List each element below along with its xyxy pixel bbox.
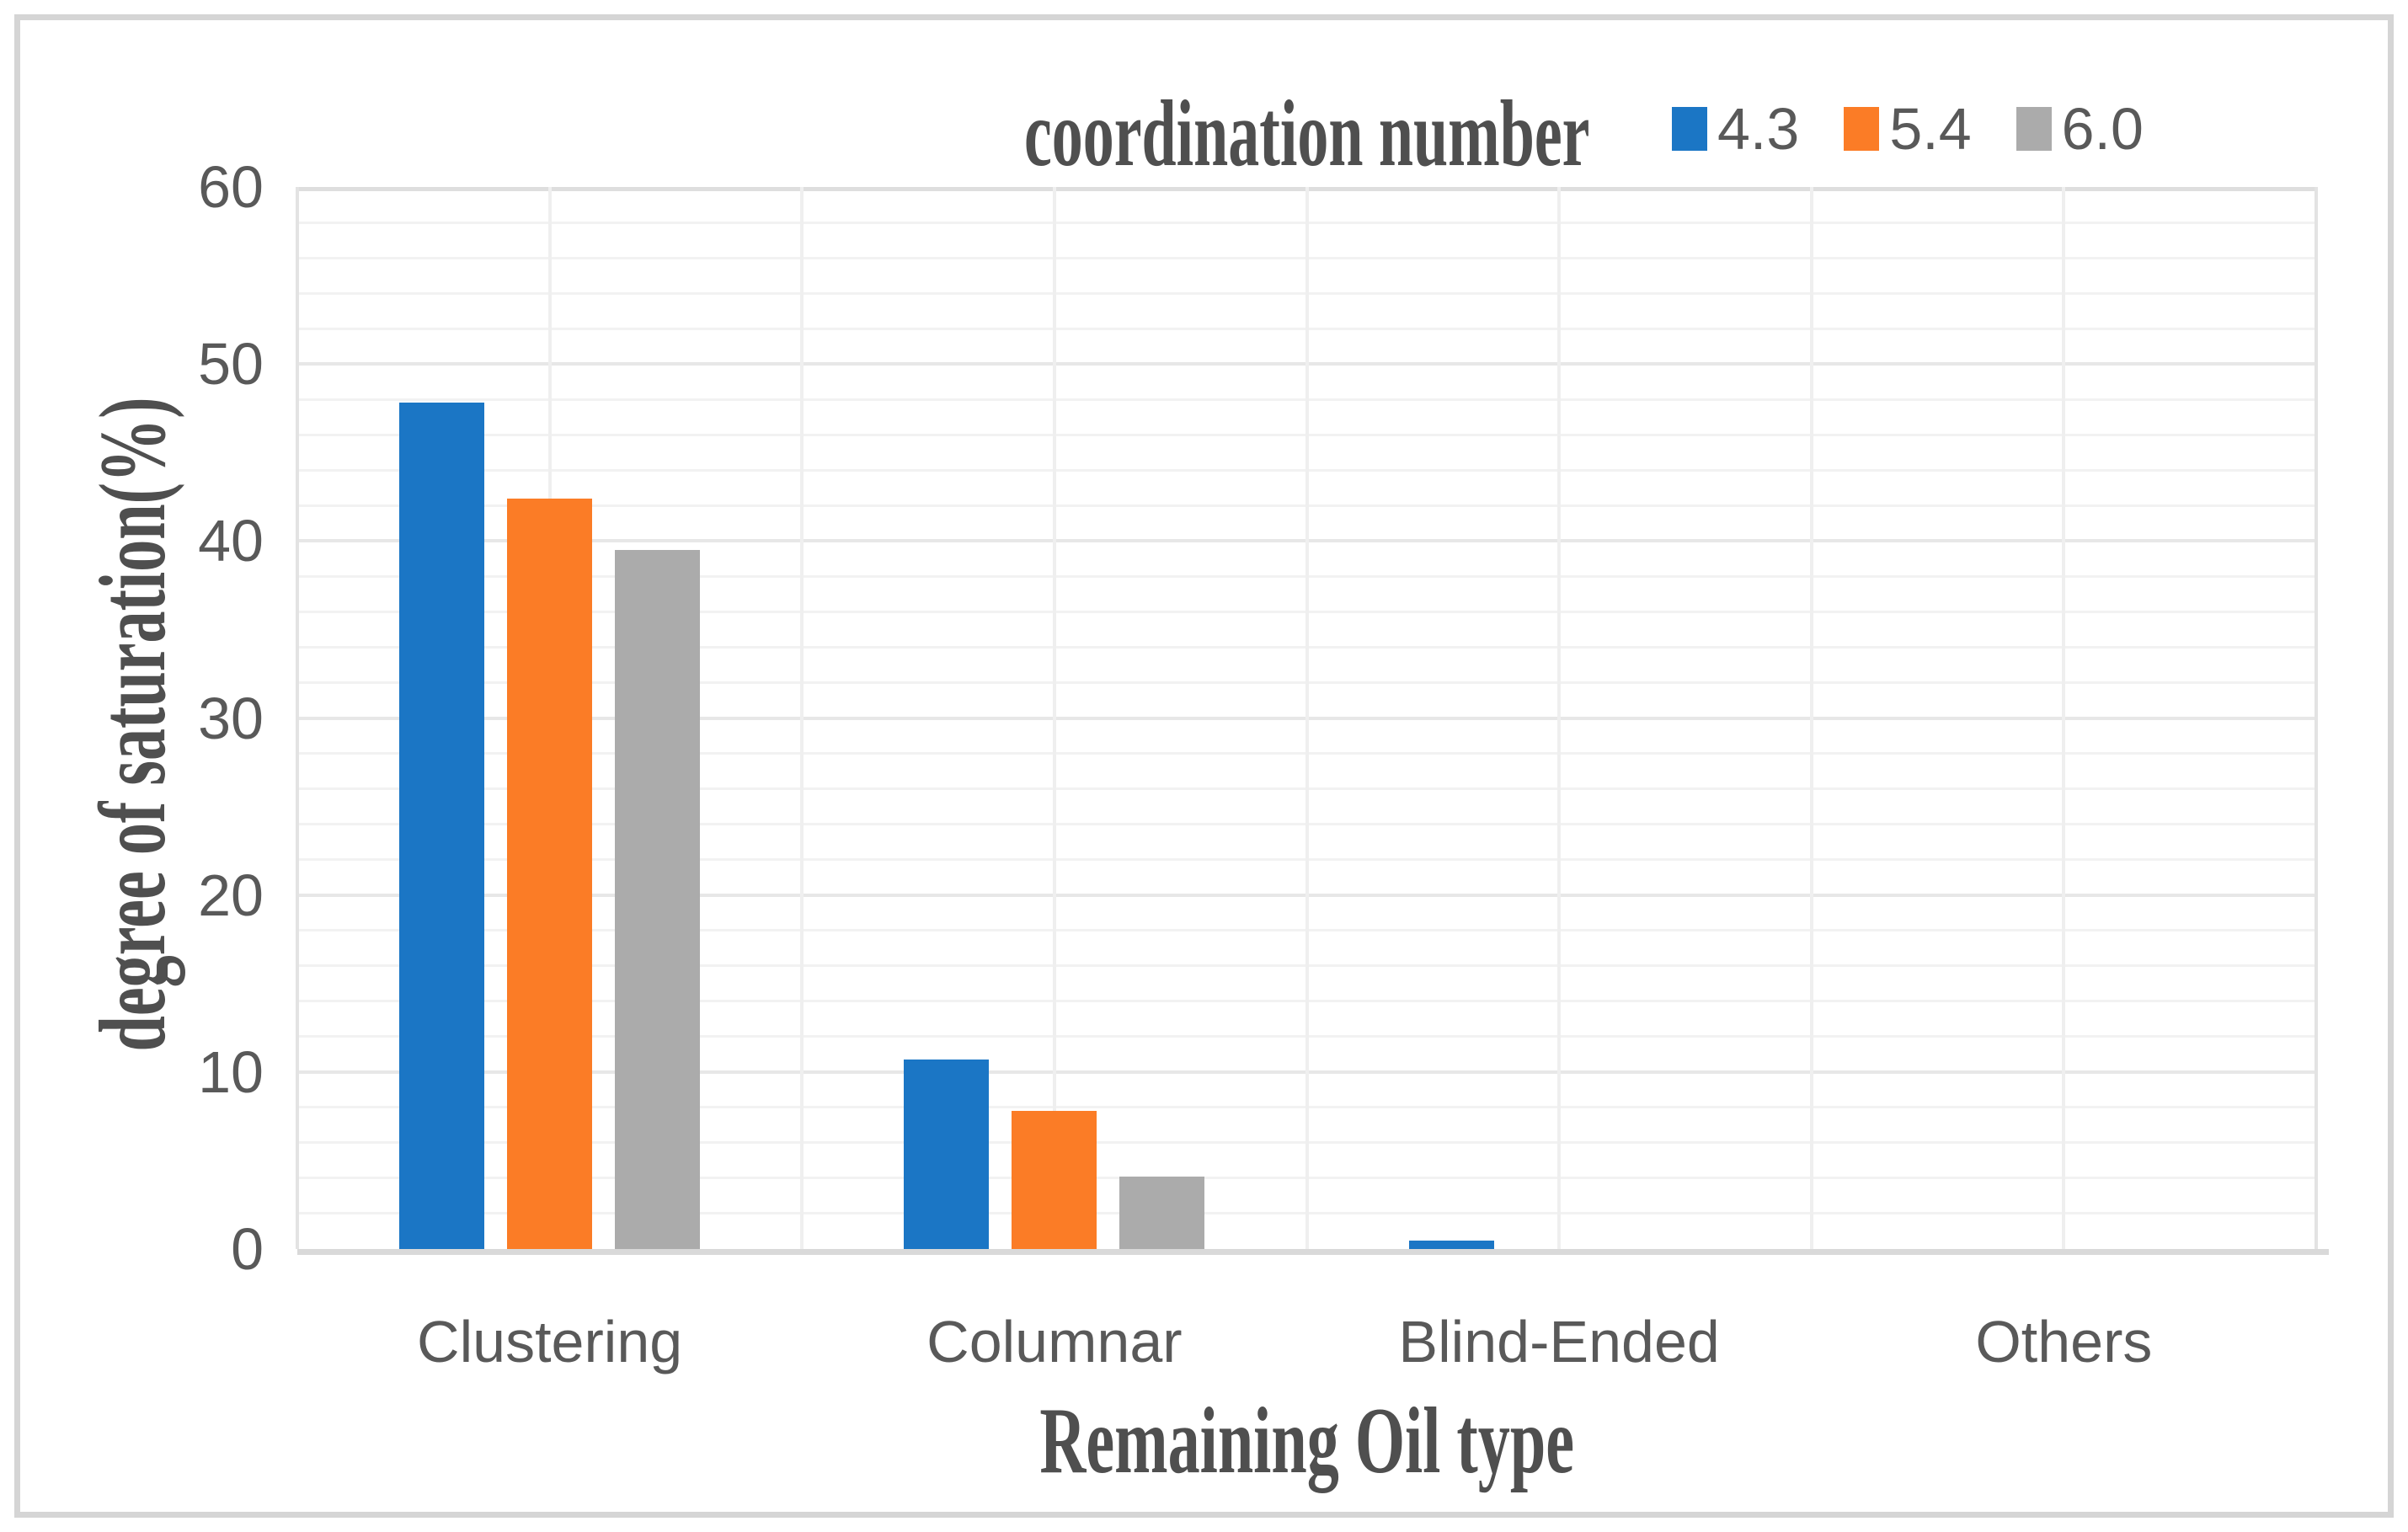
x-gridline xyxy=(1052,187,1056,1249)
category-label: Columnar xyxy=(926,1309,1183,1375)
y-tick-label: 60 xyxy=(198,154,264,220)
y-tick-label: 0 xyxy=(231,1216,264,1282)
y-tick-label: 20 xyxy=(198,862,264,928)
legend-item-4.3: 4.3 xyxy=(1672,99,1799,158)
figure-border xyxy=(14,14,2394,1518)
x-gridline xyxy=(2062,187,2066,1249)
bar-series-6.0-clustering xyxy=(615,549,701,1249)
chart-title: coordination number xyxy=(297,87,2316,181)
y-tick-label: 40 xyxy=(198,508,264,574)
x-axis-title-text: Remaining Oil type xyxy=(1039,1389,1574,1493)
legend-label: 4.3 xyxy=(1717,96,1800,162)
legend-swatch xyxy=(1844,107,1880,151)
x-axis-line xyxy=(297,1249,2329,1255)
legend-swatch xyxy=(2016,107,2052,151)
y-tick-label: 50 xyxy=(198,331,264,398)
y-tick-label: 10 xyxy=(198,1038,264,1105)
x-gridline xyxy=(296,187,299,1249)
category-label: Clustering xyxy=(417,1309,683,1375)
x-axis-title: Remaining Oil type xyxy=(297,1394,2316,1488)
y-tick-label: 30 xyxy=(198,685,264,751)
legend: 4.3 5.4 6.0 xyxy=(1672,99,2144,158)
category-label: Blind-Ended xyxy=(1398,1309,1720,1375)
category-label: Others xyxy=(1975,1309,2153,1375)
plot-area xyxy=(296,187,2318,1249)
bar-group-clustering xyxy=(297,187,802,1249)
bar-series-4.3-blind-ended xyxy=(1408,1240,1494,1249)
bar-series-5.4-columnar xyxy=(1012,1111,1097,1249)
x-gridline xyxy=(2315,187,2318,1249)
x-gridline xyxy=(800,187,804,1249)
bar-series-6.0-columnar xyxy=(1119,1176,1205,1249)
bar-group-columnar xyxy=(802,187,1306,1249)
bar-series-5.4-clustering xyxy=(507,498,593,1249)
legend-label: 5.4 xyxy=(1889,96,1972,162)
bar-series-4.3-clustering xyxy=(399,403,485,1249)
legend-label: 6.0 xyxy=(2061,96,2144,162)
x-gridline xyxy=(1305,187,1309,1249)
legend-item-6.0: 6.0 xyxy=(2016,99,2144,158)
chart-title-text: coordination number xyxy=(1023,82,1590,186)
bar-group-blind-ended xyxy=(1307,187,1812,1249)
x-gridline xyxy=(1557,187,1562,1249)
x-gridline xyxy=(1809,187,1813,1249)
legend-item-5.4: 5.4 xyxy=(1844,96,1972,162)
legend-swatch xyxy=(1672,107,1707,151)
bar-group-others xyxy=(1812,187,2316,1249)
bar-series-4.3-columnar xyxy=(904,1060,990,1249)
